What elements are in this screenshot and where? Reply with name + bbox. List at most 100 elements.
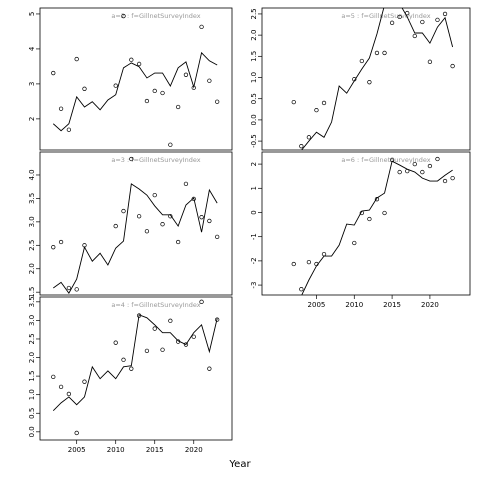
y-tick-label: -2: [250, 257, 258, 264]
observed-point: [121, 357, 126, 362]
panel-plot: [51, 299, 220, 436]
x-tick-label: 2005: [308, 301, 326, 309]
observed-point: [352, 240, 357, 246]
observed-point: [51, 70, 56, 76]
observed-point: [427, 163, 433, 169]
y-tick-label: 2: [250, 162, 258, 166]
observed-point: [420, 169, 425, 175]
observed-point: [412, 161, 417, 167]
x-axis-label: Year: [228, 459, 251, 470]
observed-point: [412, 33, 417, 39]
observed-point: [382, 50, 387, 56]
observed-point: [58, 239, 64, 245]
observed-point: [207, 78, 212, 83]
observed-point: [215, 234, 220, 240]
observed-point: [215, 317, 220, 322]
y-tick-label: 1: [250, 186, 258, 190]
x-tick-label: 2015: [146, 446, 164, 454]
observed-point: [367, 216, 372, 222]
observed-point: [121, 13, 126, 19]
x-tick-label: 2020: [421, 301, 439, 309]
fitted-line: [52, 314, 218, 411]
panel-frame: [39, 296, 233, 441]
observed-point: [442, 178, 448, 184]
x-tick-label: 2010: [345, 301, 363, 309]
observed-point: [82, 379, 87, 384]
observed-point: [160, 347, 165, 352]
x-tick-label: 2005: [68, 446, 86, 454]
observed-point: [136, 214, 142, 219]
y-tick-label: 2.0: [250, 30, 258, 41]
observed-point: [306, 135, 312, 140]
observed-point: [435, 17, 440, 23]
observed-point: [121, 208, 126, 214]
fitted-line: [301, 8, 454, 150]
observed-point: [389, 20, 395, 25]
y-tick-label: 3: [28, 82, 36, 86]
observed-point: [382, 210, 387, 216]
y-tick-label: -3: [250, 282, 258, 289]
observed-point: [113, 83, 118, 88]
panel-title: a=5 : f=GillnetSurveyIndex: [341, 12, 430, 20]
y-tick-label: 0: [250, 210, 258, 214]
observed-point: [160, 90, 165, 96]
y-tick-label: -0.5: [250, 134, 258, 148]
observed-point: [215, 99, 220, 104]
observed-point: [51, 374, 56, 380]
panel-plot: [291, 8, 455, 150]
panel-frame: [261, 151, 471, 296]
observed-point: [359, 58, 364, 64]
y-tick-label: 0.5: [28, 408, 36, 419]
x-tick-label: 2015: [383, 301, 401, 309]
y-tick-label: 2.0: [28, 263, 36, 274]
observed-point: [199, 215, 204, 220]
panel-title: a=3 : f=GillnetSurveyIndex: [111, 156, 200, 164]
observed-point: [74, 287, 79, 292]
fitted-line: [52, 51, 218, 132]
observed-point: [420, 19, 425, 25]
y-tick-label: 1.5: [250, 51, 258, 62]
observed-point: [175, 104, 181, 110]
panel-plot: [51, 156, 220, 294]
observed-point: [291, 261, 296, 267]
observed-point: [74, 430, 79, 436]
y-tick-label: 4.0: [28, 169, 36, 180]
y-tick-label: -1: [250, 233, 258, 240]
y-tick-label: 3.5: [28, 193, 36, 204]
observed-point: [58, 106, 64, 111]
panel-frame: [39, 7, 233, 151]
y-tick-label: 2.5: [28, 333, 36, 344]
observed-point: [66, 391, 72, 397]
observed-point: [144, 348, 150, 354]
observed-point: [442, 11, 448, 17]
y-tick-label: 0.0: [250, 114, 258, 125]
panel-plot: [291, 156, 455, 295]
observed-point: [144, 98, 150, 104]
observed-point: [152, 192, 157, 198]
x-tick-label: 2020: [185, 446, 203, 454]
observed-point: [299, 287, 304, 292]
observed-point: [291, 99, 296, 105]
observed-point: [129, 156, 134, 162]
y-tick-label: 2: [28, 117, 36, 121]
observed-point: [152, 326, 157, 331]
observed-point: [129, 57, 134, 62]
y-tick-label: 4: [28, 46, 36, 51]
observed-point: [82, 86, 87, 91]
observed-point: [435, 156, 440, 162]
observed-point: [144, 229, 150, 234]
observed-point: [58, 384, 64, 390]
panel-title: a=6 : f=GillnetSurveyIndex: [341, 156, 430, 164]
y-tick-label: 1.5: [28, 371, 36, 382]
observed-point: [397, 169, 402, 175]
observed-point: [136, 61, 142, 67]
panel-plot: [51, 13, 220, 147]
observed-point: [66, 127, 72, 132]
fitted-line: [53, 183, 218, 294]
observed-point: [168, 318, 173, 323]
observed-point: [199, 299, 204, 304]
y-tick-label: 3.0: [28, 216, 36, 227]
y-tick-label: 3.0: [28, 315, 36, 326]
observed-point: [397, 14, 402, 20]
observed-point: [450, 63, 455, 69]
